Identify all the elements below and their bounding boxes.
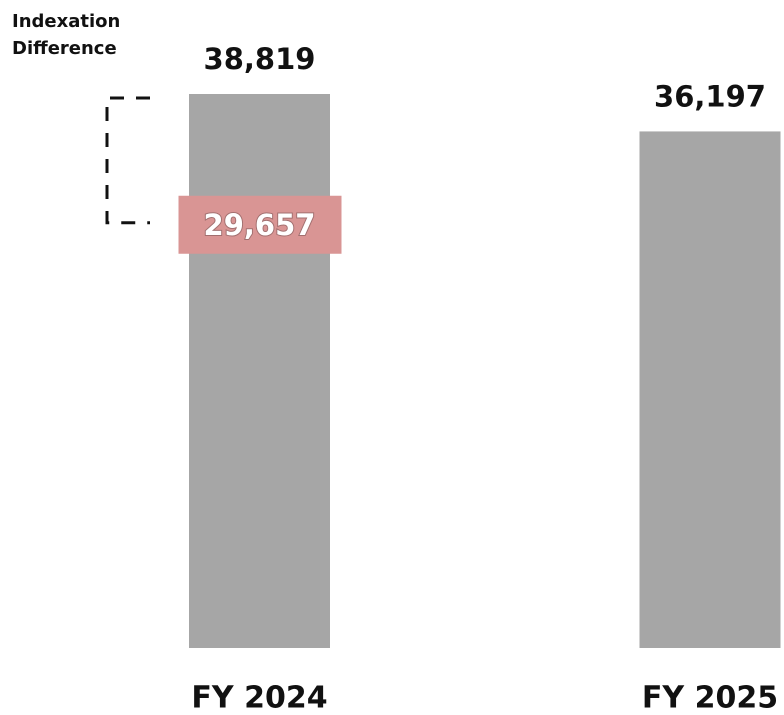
difference-bracket bbox=[105, 96, 150, 225]
annotation-note-box: Indexation Difference bbox=[12, 11, 121, 59]
annotation-value-label: 29,657 bbox=[204, 208, 316, 242]
annotation-marker bbox=[178, 195, 342, 254]
value-label: 38,819 bbox=[204, 42, 316, 76]
annotation-note: Indexation Difference bbox=[12, 11, 121, 59]
bar bbox=[189, 94, 330, 648]
x-tick-label: FY 2025 bbox=[642, 681, 778, 715]
value-label: 36,197 bbox=[654, 79, 766, 113]
bar bbox=[639, 131, 781, 649]
x-tick-label: FY 2024 bbox=[191, 681, 327, 715]
